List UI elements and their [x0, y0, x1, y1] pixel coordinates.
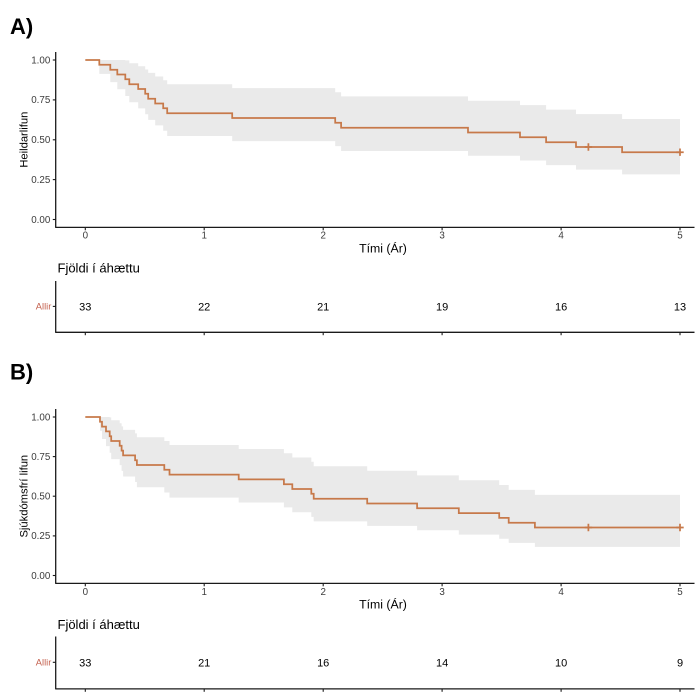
svg-text:1.00: 1.00 [31, 55, 51, 66]
svg-text:0.00: 0.00 [31, 215, 51, 226]
svg-text:Sjúkdómsfrí lifun: Sjúkdómsfrí lifun [18, 455, 30, 538]
svg-text:B): B) [10, 360, 33, 385]
svg-text:16: 16 [317, 657, 329, 669]
svg-text:Fjöldi í áhættu: Fjöldi í áhættu [58, 261, 140, 276]
svg-text:10: 10 [555, 657, 567, 669]
svg-text:21: 21 [317, 301, 329, 313]
svg-text:Tími (Ár): Tími (Ár) [359, 597, 407, 612]
svg-text:0.75: 0.75 [31, 452, 51, 463]
svg-text:4: 4 [558, 587, 564, 598]
svg-text:Tími (Ár): Tími (Ár) [359, 241, 407, 256]
svg-text:0: 0 [83, 230, 89, 241]
svg-text:Fjöldi í áhættu: Fjöldi í áhættu [58, 617, 140, 632]
svg-text:2: 2 [320, 587, 325, 598]
svg-text:22: 22 [198, 301, 210, 313]
svg-text:0.50: 0.50 [31, 492, 51, 503]
svg-text:0.00: 0.00 [31, 571, 51, 582]
svg-text:33: 33 [79, 301, 91, 313]
svg-text:Allir: Allir [36, 302, 52, 312]
svg-text:3: 3 [439, 230, 445, 241]
svg-text:13: 13 [674, 301, 686, 313]
svg-text:0.25: 0.25 [31, 531, 51, 542]
svg-text:21: 21 [198, 657, 210, 669]
svg-text:5: 5 [677, 230, 683, 241]
svg-text:A): A) [10, 14, 33, 39]
svg-text:4: 4 [558, 230, 564, 241]
svg-text:19: 19 [436, 301, 448, 313]
svg-text:0.50: 0.50 [31, 135, 51, 146]
svg-text:0.25: 0.25 [31, 175, 51, 186]
svg-text:0.75: 0.75 [31, 95, 51, 106]
svg-text:1.00: 1.00 [31, 412, 51, 423]
svg-text:Allir: Allir [36, 658, 52, 668]
svg-text:5: 5 [677, 587, 683, 598]
svg-text:1: 1 [201, 230, 206, 241]
svg-text:1: 1 [201, 587, 206, 598]
svg-text:14: 14 [436, 657, 448, 669]
svg-text:Heildarlifun: Heildarlifun [18, 112, 30, 168]
svg-text:2: 2 [320, 230, 325, 241]
svg-text:3: 3 [439, 587, 445, 598]
svg-text:16: 16 [555, 301, 567, 313]
svg-text:9: 9 [677, 657, 683, 669]
svg-text:33: 33 [79, 657, 91, 669]
svg-text:0: 0 [83, 587, 89, 598]
